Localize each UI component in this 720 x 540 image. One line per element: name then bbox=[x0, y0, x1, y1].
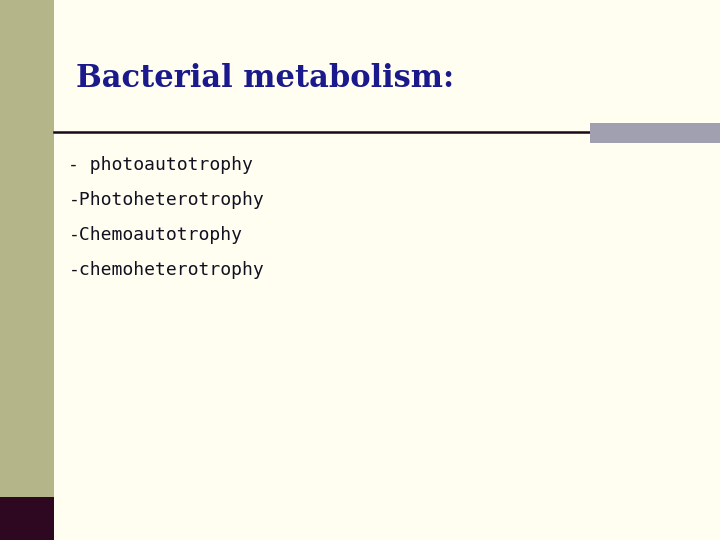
Text: - photoautotrophy: - photoautotrophy bbox=[68, 156, 253, 174]
Bar bbox=[590, 123, 720, 143]
Text: -Chemoautotrophy: -Chemoautotrophy bbox=[68, 226, 243, 244]
Text: -chemoheterotrophy: -chemoheterotrophy bbox=[68, 261, 264, 279]
Bar bbox=[0, 0, 54, 497]
Bar bbox=[0, 497, 54, 540]
Text: -Photoheterotrophy: -Photoheterotrophy bbox=[68, 191, 264, 209]
Text: Bacterial metabolism:: Bacterial metabolism: bbox=[76, 63, 454, 94]
